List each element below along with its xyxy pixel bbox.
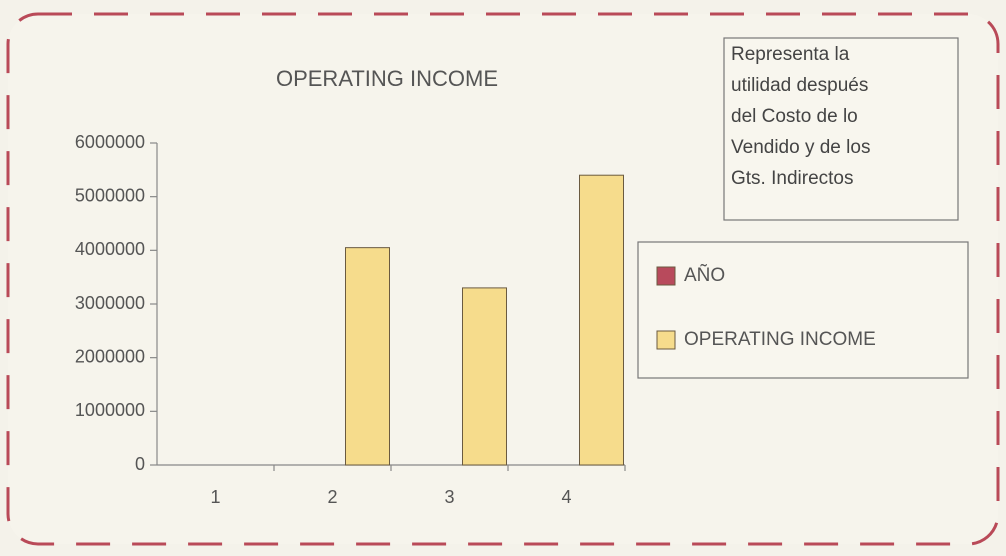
legend-box xyxy=(637,241,969,379)
y-tick-label: 5000000 xyxy=(75,185,145,205)
legend-label: AÑO xyxy=(684,264,725,286)
legend-swatch xyxy=(656,330,676,350)
y-tick-label: 6000000 xyxy=(75,132,145,152)
chart-title: OPERATING INCOME xyxy=(276,66,498,91)
legend-label: OPERATING INCOME xyxy=(684,329,876,350)
y-tick-label: 1000000 xyxy=(75,400,145,420)
y-tick-label: 4000000 xyxy=(75,239,145,259)
bar xyxy=(462,287,507,466)
annotation-line: Gts. Indirectos xyxy=(731,168,854,189)
annotation-line: Representa la xyxy=(731,44,850,65)
y-tick-label: 2000000 xyxy=(75,346,145,366)
y-tick-label: 0 xyxy=(135,454,145,474)
x-tick-label: 2 xyxy=(327,487,337,507)
annotation-line: Vendido y de los xyxy=(731,137,870,158)
bar xyxy=(345,247,390,466)
annotation-box xyxy=(723,37,959,221)
x-tick-label: 1 xyxy=(210,487,220,507)
x-tick-label: 3 xyxy=(444,487,454,507)
bar xyxy=(579,174,624,466)
legend-swatch xyxy=(656,266,676,286)
annotation-line: del Costo de lo xyxy=(731,106,858,127)
annotation-line: utilidad después xyxy=(731,75,868,96)
x-tick-label: 4 xyxy=(561,487,571,507)
y-tick-label: 3000000 xyxy=(75,293,145,313)
